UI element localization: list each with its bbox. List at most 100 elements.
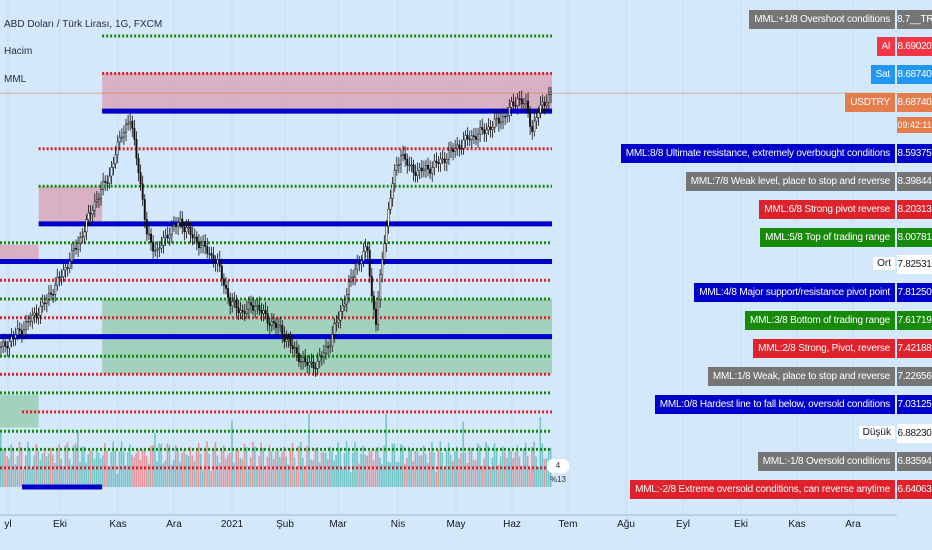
- stat-label-dusuk: Düşük: [858, 426, 895, 439]
- volume-indicator-label[interactable]: Hacim: [4, 46, 33, 57]
- level-value-al: 8.69020: [897, 37, 932, 56]
- candle-body: [458, 144, 461, 149]
- candle-body: [549, 91, 552, 95]
- volume-bar: [462, 421, 464, 487]
- candle-body: [106, 182, 109, 184]
- volume-bar: [10, 444, 12, 487]
- volume-bar: [435, 471, 437, 487]
- volume-bar: [314, 447, 317, 487]
- level-value-m0: 7.03125: [897, 395, 932, 414]
- mml-indicator-label[interactable]: MML: [4, 74, 27, 85]
- volume-bar: [418, 455, 421, 487]
- volume-bar: [399, 444, 402, 487]
- volume-bar: [541, 443, 544, 487]
- candle-body: [164, 235, 167, 238]
- candle-body: [487, 126, 490, 131]
- volume-bar: [297, 445, 300, 487]
- volume-bar: [233, 462, 235, 487]
- candle-body: [66, 267, 69, 269]
- volume-bar: [479, 445, 481, 487]
- volume-bar: [133, 457, 135, 487]
- candle-body: [250, 302, 252, 306]
- candle-body: [449, 148, 452, 151]
- candle-body: [102, 180, 105, 190]
- volume-bar: [414, 451, 417, 487]
- candle-body: [81, 236, 84, 238]
- candle-body: [360, 260, 363, 264]
- candle-body: [427, 164, 430, 170]
- level-label-m3: MML:3/8 Bottom of trading range: [745, 311, 895, 330]
- candle-body: [206, 246, 209, 254]
- candle-body: [218, 259, 221, 267]
- volume-bar: [193, 461, 196, 487]
- volume-badge: 4 %13: [547, 459, 569, 484]
- x-tick-label: Eki: [53, 519, 67, 530]
- volume-bar: [441, 452, 444, 487]
- volume-bar: [424, 453, 427, 487]
- candle-body: [416, 170, 419, 176]
- level-value-m7: 8.39844: [897, 172, 932, 191]
- candle-body: [379, 274, 382, 300]
- candle-body: [412, 164, 415, 173]
- volume-bar: [208, 453, 210, 487]
- volume-bar: [383, 445, 385, 487]
- level-label-m0: MML:0/8 Hardest line to fall below, over…: [654, 395, 895, 414]
- volume-bar: [337, 442, 340, 487]
- volume-bar: [443, 469, 446, 487]
- volume-bar: [270, 451, 273, 487]
- candle-body: [152, 242, 155, 252]
- volume-bar: [545, 458, 548, 487]
- volume-bar: [74, 443, 77, 487]
- candle-body: [445, 159, 448, 164]
- volume-bar: [87, 454, 90, 487]
- volume-bar: [162, 463, 165, 487]
- volume-bar: [24, 455, 27, 487]
- volume-bar: [214, 442, 217, 487]
- volume-bar: [254, 446, 256, 487]
- candle-body: [25, 321, 28, 330]
- volume-bar: [68, 459, 71, 487]
- candle-body: [266, 313, 269, 324]
- candle-body: [154, 250, 157, 252]
- volume-bar: [302, 457, 304, 487]
- candle-body: [275, 322, 277, 328]
- candle-body: [237, 307, 240, 314]
- volume-bar: [52, 454, 54, 487]
- candle-body: [87, 212, 90, 220]
- volume-bar: [152, 445, 154, 487]
- volume-bar: [477, 443, 479, 487]
- candle-body: [350, 277, 352, 283]
- candle-body: [472, 135, 475, 137]
- candle-body: [104, 180, 107, 183]
- volume-bar: [516, 445, 519, 487]
- volume-bar: [327, 459, 329, 487]
- candle-body: [333, 323, 336, 335]
- candle-body: [214, 262, 217, 265]
- volume-bar: [229, 452, 231, 487]
- volume-bar: [6, 456, 8, 487]
- candle-body: [295, 347, 298, 354]
- volume-bar: [533, 441, 535, 487]
- candle-body: [539, 104, 542, 114]
- candle-body: [329, 345, 332, 348]
- candle-body: [60, 276, 63, 279]
- x-tick-label: Haz: [503, 519, 521, 530]
- candle-body: [529, 112, 532, 127]
- level-value-m2: 7.42188: [897, 339, 932, 358]
- candle-body: [187, 226, 190, 229]
- candle-body: [239, 310, 242, 314]
- candle-body: [372, 295, 375, 310]
- volume-bar: [27, 441, 29, 487]
- candle-body: [95, 198, 98, 202]
- x-tick-label: Tem: [558, 519, 578, 530]
- volume-bar: [437, 449, 439, 487]
- candle-body: [462, 139, 465, 149]
- volume-bar: [379, 457, 381, 487]
- candle-body: [100, 189, 103, 199]
- volume-bar: [252, 441, 254, 487]
- volume-bar: [372, 460, 375, 487]
- candle-body: [260, 310, 263, 314]
- candle-body: [116, 141, 119, 156]
